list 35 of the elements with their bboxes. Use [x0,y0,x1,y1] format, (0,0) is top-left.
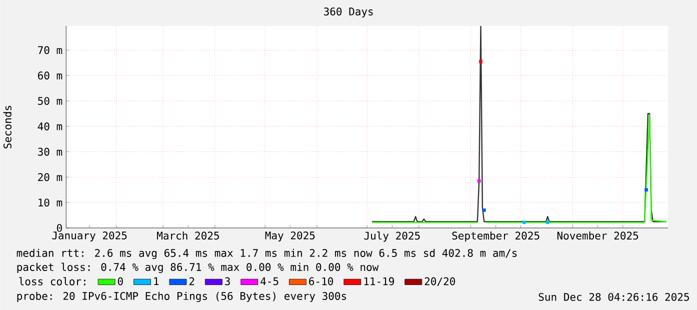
y-axis-title: Seconds [3,106,12,148]
text: probe: 20 IPv6-ICMP Echo Pings (56 Bytes) every 300s [17,292,346,302]
legend-label: 4-5 [260,277,278,286]
y-tick-label: 0 [56,224,62,232]
y-tick-label: 20 m [38,173,62,182]
x-tick-label: May 2025 [265,232,315,242]
point [522,220,526,224]
legend-label: 11-19 [364,277,394,286]
legend-label: 3 [225,277,230,286]
legend-label: 2 [189,277,194,286]
y-tick-label: 30 m [38,148,62,156]
legend-label: 6-10 [309,277,334,286]
y-tick-label: 60 m [38,72,62,80]
legend-label: 0 [118,277,123,286]
y-tick-label: 50 m [38,96,62,105]
point [479,60,482,64]
point [644,188,648,192]
point [477,179,481,183]
text: Sun Dec 28 04:26:16 2025 [538,292,689,301]
x-tick-label: November 2025 [557,231,638,240]
chart-title: 360 Days [324,8,373,18]
y-tick-label: 10 m [38,198,62,207]
x-tick-label: September 2025 [452,231,540,242]
x-tick-label: July 2025 [364,232,420,242]
x-tick-label: January 2025 [52,232,127,242]
text: median rtt: 2.6 ms avg 65.4 ms max 1.7 ms min 2.2 ms now 6.5 ms sd 402.8 m am/s [16,248,517,260]
legend-label: 1 [154,277,159,286]
point [482,208,486,212]
text: packet loss: 0.74 % avg 86.71 % max 0.00 % min 0.00 % now [17,262,379,274]
x-tick-label: March 2025 [157,231,219,240]
y-tick-label: 40 m [38,122,62,130]
point [546,220,550,224]
legend-label: 20/20 [424,277,455,286]
y-tick-label: 70 m [38,46,62,54]
legend-title: loss color: [19,277,86,286]
